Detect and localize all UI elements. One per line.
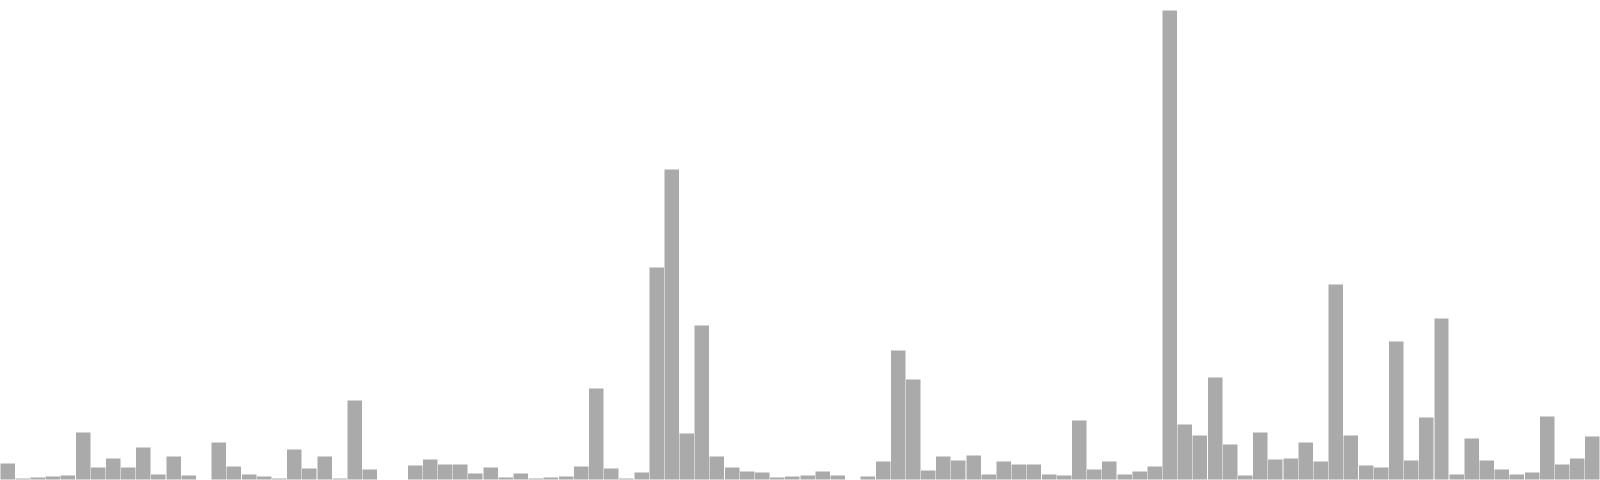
bar-24 — [361, 468, 378, 480]
bar-11 — [165, 455, 182, 480]
bar-3 — [44, 475, 61, 480]
bar-63 — [950, 459, 967, 480]
bar-59 — [890, 349, 906, 480]
bar-73 — [1101, 460, 1118, 480]
bar-12 — [180, 474, 197, 480]
bar-82 — [1237, 474, 1254, 480]
bar-93 — [1403, 459, 1420, 480]
bar-10 — [150, 473, 167, 480]
bar-64 — [965, 454, 982, 480]
bar-72 — [1086, 468, 1103, 480]
bar-20 — [301, 467, 318, 480]
bar-77 — [1161, 9, 1178, 480]
bar-45 — [678, 432, 695, 480]
bar-31 — [467, 472, 484, 480]
bar-32 — [482, 466, 499, 480]
bar-88 — [1328, 283, 1344, 480]
bar-66 — [995, 460, 1012, 480]
bar-81 — [1222, 443, 1239, 480]
bar-37 — [558, 475, 574, 480]
bar-105 — [1584, 435, 1600, 480]
bar-98 — [1478, 459, 1495, 480]
bar-0 — [0, 462, 16, 480]
bar-34 — [512, 472, 529, 480]
bar-39 — [588, 387, 605, 480]
bars-group — [0, 9, 1600, 480]
bar-67 — [1011, 463, 1027, 480]
bar-58 — [875, 460, 891, 480]
bar-9 — [135, 446, 152, 480]
bar-95 — [1433, 317, 1450, 480]
bar-80 — [1207, 376, 1223, 480]
bar-49 — [739, 470, 756, 480]
bar-62 — [935, 455, 952, 480]
bar-54 — [814, 470, 831, 480]
bar-48 — [724, 466, 740, 480]
bar-96 — [1448, 473, 1465, 480]
bar-38 — [573, 465, 589, 480]
bar-57 — [860, 475, 876, 480]
bar-16 — [241, 473, 257, 480]
bar-5 — [75, 431, 91, 480]
bar-70 — [1056, 474, 1072, 480]
bar-101 — [1524, 471, 1540, 480]
bar-99 — [1494, 468, 1510, 480]
bar-4 — [60, 474, 76, 480]
bar-30 — [452, 463, 469, 480]
bar-40 — [603, 467, 620, 480]
bar-87 — [1312, 460, 1329, 480]
bar-89 — [1343, 434, 1359, 480]
bar-14 — [211, 441, 227, 480]
bar-8 — [120, 466, 137, 480]
bar-42 — [633, 471, 650, 480]
bar-29 — [437, 463, 454, 480]
bar-46 — [694, 324, 710, 480]
bar-100 — [1509, 473, 1525, 480]
bar-74 — [1116, 473, 1133, 480]
bar-79 — [1192, 434, 1208, 480]
bar-19 — [286, 448, 303, 480]
bar-6 — [90, 466, 106, 480]
bar-103 — [1554, 463, 1571, 480]
bar-55 — [829, 474, 846, 480]
bar-69 — [1041, 473, 1057, 480]
bar-50 — [754, 471, 771, 480]
bar-15 — [226, 465, 242, 480]
bar-28 — [422, 458, 439, 480]
bar-52 — [784, 475, 801, 480]
bar-75 — [1131, 470, 1148, 480]
bar-83 — [1252, 431, 1269, 480]
bar-21 — [316, 455, 333, 480]
bar-68 — [1026, 463, 1042, 480]
bar-92 — [1388, 340, 1405, 480]
bar-44 — [663, 168, 680, 480]
bar-94 — [1418, 416, 1435, 480]
bar-17 — [256, 475, 272, 480]
bar-61 — [920, 469, 937, 480]
bar-85 — [1282, 457, 1299, 480]
bar-86 — [1297, 441, 1314, 480]
bar-7 — [105, 457, 122, 480]
bar-90 — [1358, 464, 1374, 480]
bar-102 — [1539, 415, 1556, 480]
bar-47 — [709, 455, 725, 480]
bar-84 — [1267, 458, 1284, 480]
bar-23 — [346, 399, 363, 480]
bar-71 — [1071, 419, 1088, 480]
bar-65 — [980, 473, 997, 480]
bar-76 — [1146, 465, 1163, 480]
bar-104 — [1569, 457, 1586, 480]
bar-27 — [407, 464, 423, 480]
bar-43 — [648, 266, 665, 480]
bar-91 — [1373, 466, 1389, 480]
bar-97 — [1463, 437, 1480, 480]
bar-53 — [799, 474, 816, 480]
bar-60 — [905, 378, 922, 480]
bar-78 — [1177, 423, 1193, 480]
